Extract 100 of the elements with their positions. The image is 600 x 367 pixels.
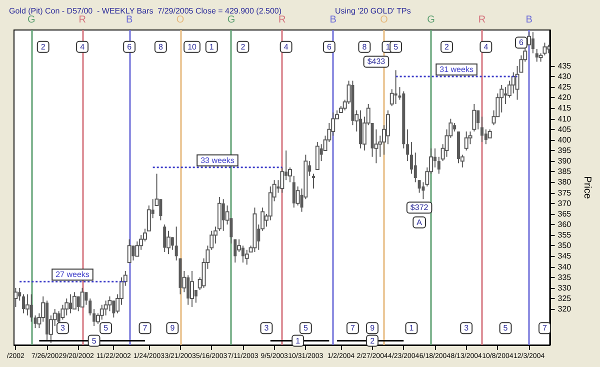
candlestick xyxy=(174,226,178,261)
candlestick xyxy=(234,238,237,264)
candlestick xyxy=(394,70,398,104)
candlestick xyxy=(127,238,132,264)
annotation: 1 xyxy=(296,336,301,346)
annotation: 7 xyxy=(350,324,356,333)
candlestick xyxy=(104,300,108,316)
candlestick xyxy=(410,142,413,174)
annotation: 3 xyxy=(60,324,66,333)
annotation: 7 xyxy=(542,324,548,333)
candlestick xyxy=(80,287,84,308)
ref-line-label: B xyxy=(526,14,533,26)
candlestick xyxy=(414,152,417,183)
candlestick xyxy=(159,198,162,221)
y-tick-label: 325 xyxy=(558,294,572,303)
annotation: 6 xyxy=(127,42,132,52)
annotation: 2 xyxy=(444,42,450,52)
y-tick-label: 340 xyxy=(558,262,572,272)
y-tick-label: 320 xyxy=(558,304,572,314)
candlestick xyxy=(64,298,69,316)
annotation: 4 xyxy=(284,42,289,52)
annotation: 6 xyxy=(326,42,332,52)
annotation: 4 xyxy=(80,42,86,52)
y-tick-label: 420 xyxy=(558,93,572,102)
candlestick xyxy=(406,128,410,162)
annotation: 4 xyxy=(484,42,489,52)
annotation: 5 xyxy=(394,42,399,52)
candlestick xyxy=(480,116,484,143)
annotation: 9 xyxy=(370,324,376,333)
candlestick xyxy=(190,270,194,308)
candlestick xyxy=(500,84,504,113)
annotation: 5 xyxy=(104,324,109,333)
y-tick-label: 350 xyxy=(558,241,572,250)
y-tick-label: 380 xyxy=(558,178,572,187)
candlestick xyxy=(315,142,320,170)
annotation: 2 xyxy=(40,42,46,52)
y-tick-label: 430 xyxy=(558,72,572,82)
ref-line-label: B xyxy=(330,14,337,26)
annotation: 10 xyxy=(188,42,198,52)
y-tick-label: 415 xyxy=(558,104,572,113)
annotation: A xyxy=(416,218,423,227)
candlestick xyxy=(108,296,112,312)
y-tick-label: 375 xyxy=(558,188,572,198)
ref-line-label: G xyxy=(27,14,36,26)
ref-line-label: O xyxy=(380,14,388,26)
ref-line-label: G xyxy=(427,14,436,26)
annotation: 7 xyxy=(142,324,148,333)
y-tick-label: 370 xyxy=(558,198,572,208)
annotation: 1 xyxy=(209,42,214,52)
annotation: 2 xyxy=(370,336,376,346)
candlestick xyxy=(132,245,135,261)
annotation: $433 xyxy=(367,57,386,66)
ref-line-label: R xyxy=(78,14,86,26)
annotation: 3 xyxy=(264,324,270,333)
y-tick-label: 335 xyxy=(558,272,572,282)
candlestick xyxy=(30,294,33,322)
annotation: 1 xyxy=(409,324,414,333)
y-axis-title: Price xyxy=(582,176,592,200)
series-label: 31 weeks xyxy=(440,65,474,74)
y-tick-label: 435 xyxy=(558,61,572,70)
candlestick xyxy=(464,130,468,152)
ref-line-label: G xyxy=(227,14,236,26)
ref-line-label: R xyxy=(478,14,486,26)
candlestick xyxy=(472,103,476,132)
candlestick xyxy=(18,287,22,302)
annotation: 8 xyxy=(158,42,164,52)
y-tick-label: 360 xyxy=(558,220,572,229)
candlestick xyxy=(72,292,76,310)
chart-title: Gold (Pit) Con - D57/00 - WEEKLY Bars 7/29/2005 Close = 429.900 (2.500) xyxy=(9,6,282,16)
candlestick xyxy=(88,298,92,316)
ref-line-label: O xyxy=(176,14,184,26)
annotation: 5 xyxy=(92,336,97,346)
candlestick xyxy=(34,314,37,329)
ref-line-label: B xyxy=(126,14,133,26)
annotation: 3 xyxy=(464,324,470,333)
y-tick-label: 355 xyxy=(558,230,572,240)
candlestick xyxy=(312,173,316,190)
annotation: 8 xyxy=(362,42,368,52)
annotation: 5 xyxy=(503,324,508,333)
y-tick-label: 345 xyxy=(558,252,572,261)
y-tick-label: 385 xyxy=(558,167,572,176)
y-tick-label: 390 xyxy=(558,156,572,166)
candlestick xyxy=(531,32,534,54)
candlestick xyxy=(92,308,96,326)
candlestick xyxy=(433,148,436,168)
candlestick xyxy=(22,294,26,314)
y-tick-label: 410 xyxy=(558,114,572,124)
y-tick-label: 330 xyxy=(558,283,572,292)
y-tick-label: 425 xyxy=(558,82,572,92)
series-label: 33 weeks xyxy=(200,156,234,165)
annotation: 9 xyxy=(170,324,176,333)
candlestick xyxy=(84,292,88,306)
y-tick-label: 400 xyxy=(558,135,572,144)
annotation: 6 xyxy=(518,38,524,48)
y-tick-label: 395 xyxy=(558,146,572,156)
ref-line-label: R xyxy=(278,14,286,26)
candlestick xyxy=(244,249,249,266)
annotation: 2 xyxy=(240,42,246,52)
annotation: 5 xyxy=(303,324,308,333)
candlestick xyxy=(511,72,516,94)
